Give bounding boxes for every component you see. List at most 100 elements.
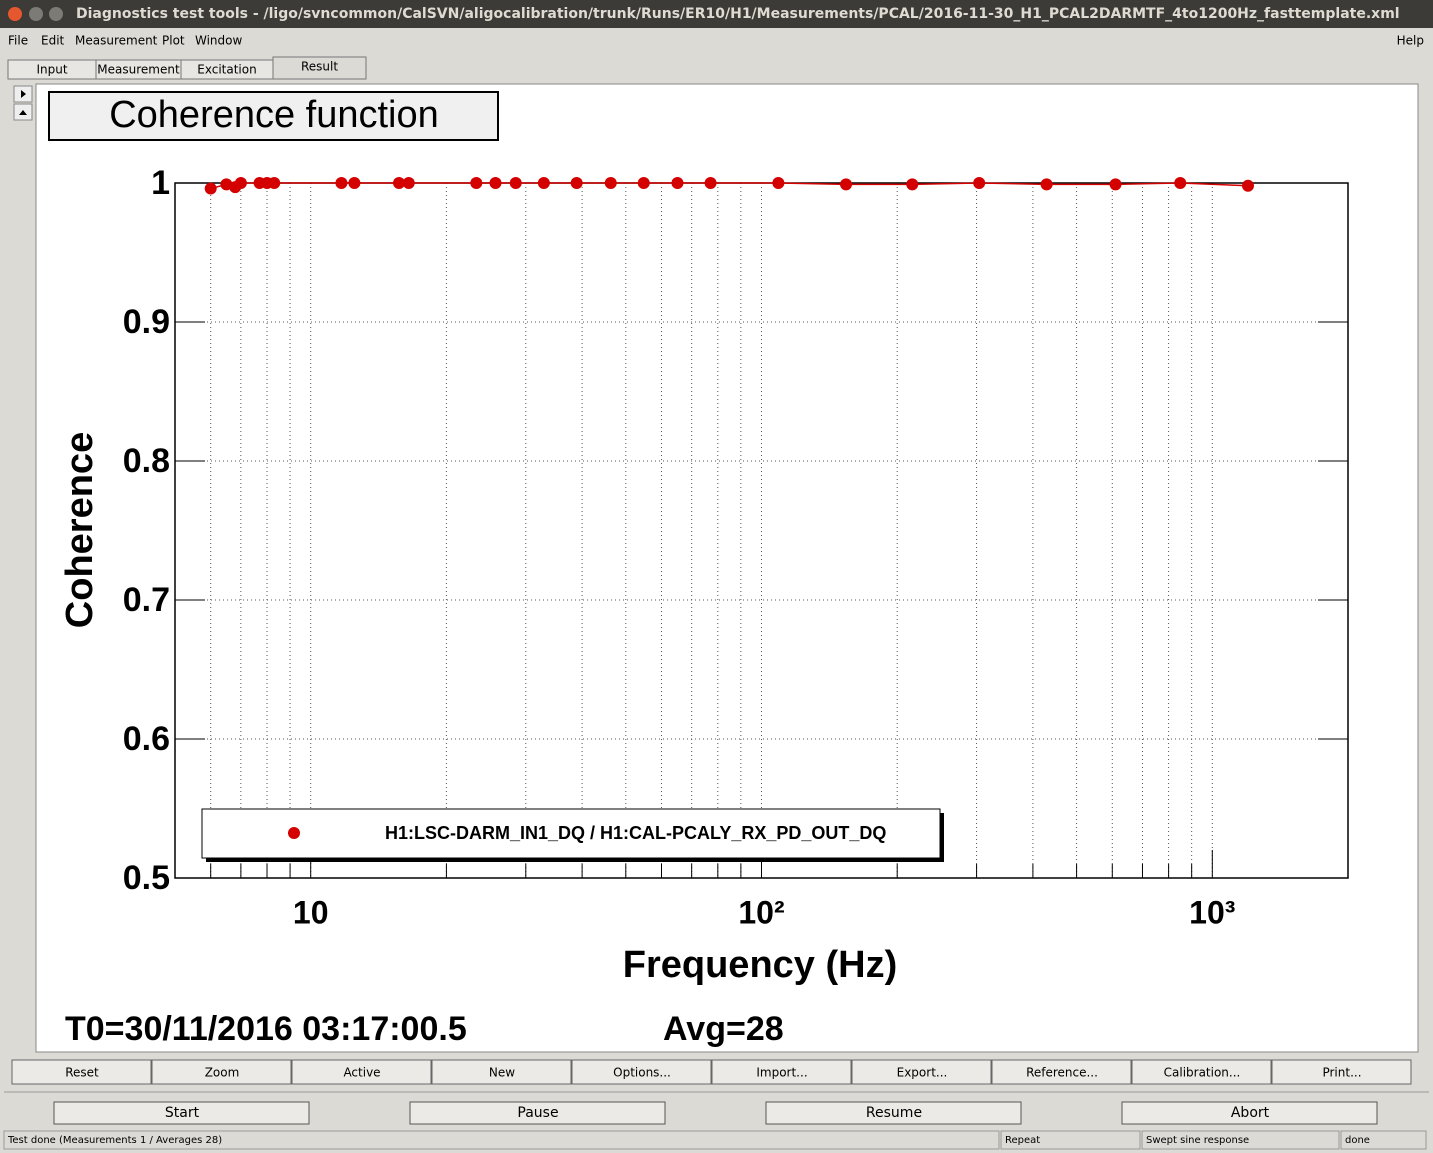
tab[interactable] — [272, 56, 367, 80]
status-field — [1141, 1130, 1340, 1150]
y-tick-label: 0.7 — [123, 581, 170, 619]
data-point — [393, 177, 406, 189]
button-label[interactable]: Abort — [1231, 1105, 1270, 1121]
legend-label: H1:LSC-DARM_IN1_DQ / H1:CAL-PCALY_RX_PD_… — [385, 823, 886, 843]
data-point — [637, 177, 650, 189]
button[interactable] — [765, 1101, 1022, 1125]
data-point — [470, 177, 483, 189]
tab-label[interactable]: Excitation — [197, 63, 256, 77]
y-tick-label: 0.5 — [123, 859, 170, 897]
button[interactable] — [151, 1059, 292, 1085]
button-label[interactable]: Active — [343, 1066, 380, 1080]
button[interactable] — [711, 1059, 852, 1085]
plot-area: 10 10² 10³ 0.5 0.6 0.7 0.8 0.9 1 H1:LSC-DARM_IN1_… — [123, 164, 1349, 930]
menu-item[interactable]: Window — [195, 34, 243, 48]
data-point — [537, 177, 550, 189]
tab-label[interactable]: Measurement — [97, 63, 180, 77]
controls: File Edit Measurement Plot Window Help Input Me… — [3, 34, 1429, 1150]
button-label[interactable]: New — [489, 1066, 515, 1080]
button[interactable] — [1271, 1059, 1412, 1085]
minimize-button[interactable] — [29, 7, 43, 21]
y-tick-label: 0.9 — [123, 303, 170, 341]
data-point — [1241, 179, 1254, 192]
data-point — [704, 177, 717, 189]
button[interactable] — [991, 1059, 1132, 1085]
data-point — [973, 177, 986, 189]
x-axis-title: Frequency (Hz) — [623, 944, 897, 986]
avg-label: Avg=28 — [663, 1010, 784, 1048]
button-label[interactable]: Zoom — [205, 1066, 240, 1080]
data-point — [840, 178, 853, 191]
data-point — [335, 177, 348, 189]
status-field — [3, 1130, 1000, 1150]
button[interactable] — [1121, 1101, 1378, 1125]
data-point — [234, 177, 247, 189]
button-label[interactable]: Import... — [756, 1066, 807, 1080]
arrow-icon — [21, 90, 26, 98]
data-point — [268, 177, 281, 189]
button-label[interactable]: Calibration... — [1164, 1066, 1241, 1080]
t0-label: T0=30/11/2016 03:17:00.5 — [65, 1010, 467, 1048]
button-label[interactable]: Start — [165, 1105, 200, 1121]
y-tick-label: 0.6 — [123, 720, 170, 758]
y-tick-label: 0.8 — [123, 442, 170, 480]
tab-label[interactable]: Input — [36, 63, 67, 77]
help-menu[interactable]: Help — [1397, 34, 1424, 48]
data-point — [772, 177, 785, 189]
plot-canvas — [35, 83, 1419, 1053]
button[interactable] — [11, 1059, 152, 1085]
y-tick-label: 1 — [151, 164, 170, 202]
data-point — [509, 177, 522, 189]
menu-item[interactable]: Plot — [162, 34, 185, 48]
data-point — [348, 177, 361, 189]
data-point — [204, 182, 217, 195]
menu-item[interactable]: Measurement — [75, 34, 158, 48]
status-text: done — [1345, 1135, 1370, 1146]
menu-item[interactable]: File — [8, 34, 28, 48]
button-label[interactable]: Resume — [866, 1105, 922, 1121]
arrow-icon — [19, 110, 27, 115]
title-box — [48, 91, 499, 141]
title-bar — [0, 0, 1433, 28]
button[interactable] — [431, 1059, 572, 1085]
data-point — [671, 177, 684, 189]
button-label[interactable]: Export... — [897, 1066, 948, 1080]
legend-box — [201, 808, 941, 859]
data-point — [570, 177, 583, 189]
status-field — [1340, 1130, 1427, 1150]
data-point — [1109, 178, 1122, 191]
tab-label[interactable]: Result — [301, 60, 338, 74]
status-field — [1000, 1130, 1141, 1150]
button-label[interactable]: Print... — [1322, 1066, 1361, 1080]
maximize-button[interactable] — [49, 7, 63, 21]
button-label[interactable]: Reference... — [1026, 1066, 1098, 1080]
button-label[interactable]: Options... — [613, 1066, 671, 1080]
x-tick-label: 10 — [293, 894, 329, 930]
button[interactable] — [851, 1059, 992, 1085]
y-axis-title: Coherence — [59, 432, 101, 628]
button-label[interactable]: Pause — [517, 1105, 558, 1121]
data-point — [402, 177, 415, 189]
status-text: Repeat — [1005, 1135, 1040, 1146]
status-text: Test done (Measurements 1 / Averages 28) — [7, 1135, 222, 1146]
x-tick-label: 10² — [738, 894, 784, 930]
button[interactable] — [291, 1059, 432, 1085]
status-text: Swept sine response — [1146, 1135, 1249, 1146]
close-button[interactable] — [8, 7, 22, 21]
button[interactable] — [53, 1101, 310, 1125]
button[interactable] — [1131, 1059, 1272, 1085]
data-point — [604, 177, 617, 189]
window-title: Diagnostics test tools - /ligo/svncommon… — [76, 6, 1400, 22]
menu-item[interactable]: Edit — [41, 34, 65, 48]
button[interactable] — [571, 1059, 712, 1085]
data-point — [906, 178, 919, 191]
legend-marker — [288, 827, 300, 839]
button[interactable] — [409, 1101, 666, 1125]
chart-title: Coherence function — [109, 94, 439, 136]
button-label[interactable]: Reset — [65, 1066, 99, 1080]
x-tick-label: 10³ — [1189, 894, 1235, 930]
data-point — [489, 177, 502, 189]
data-point — [1174, 177, 1187, 189]
